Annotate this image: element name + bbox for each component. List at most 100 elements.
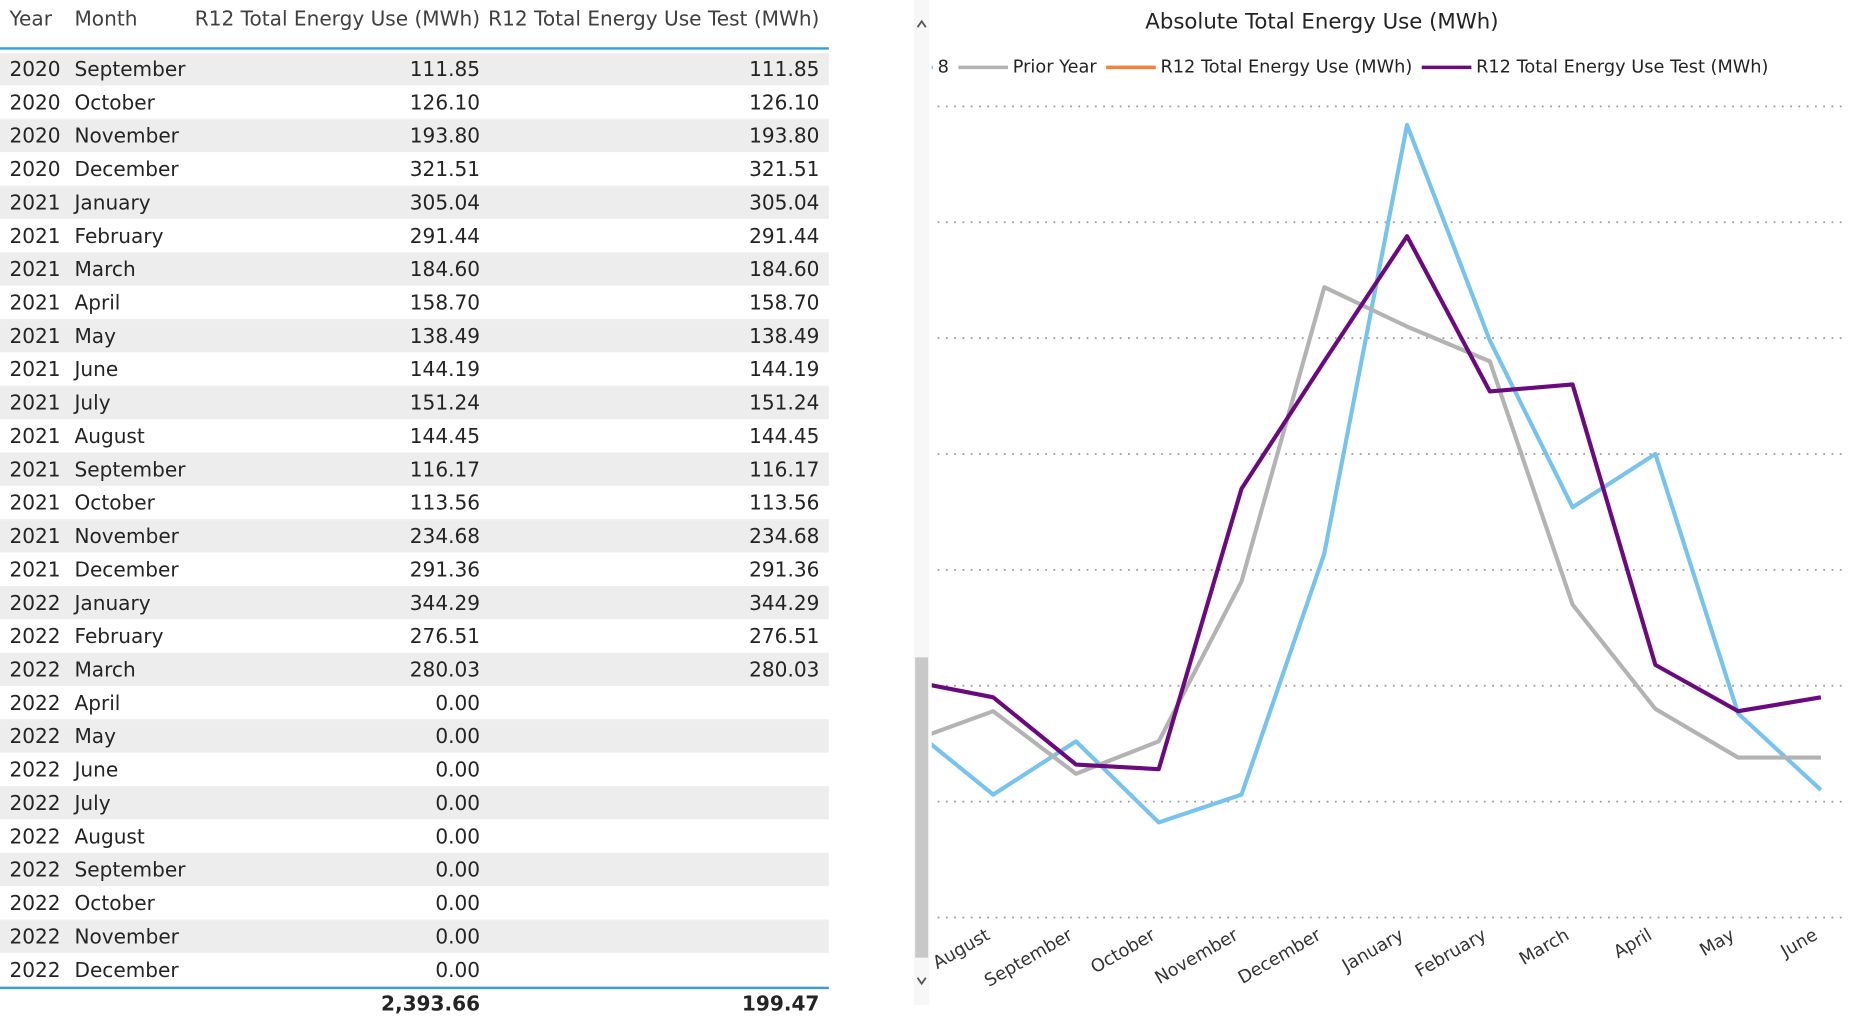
series-line bbox=[931, 234, 1822, 772]
cell: 2021 bbox=[9, 557, 60, 581]
cell: 111.85 bbox=[410, 57, 480, 81]
cell: 138.49 bbox=[749, 324, 819, 348]
cell: 2021 bbox=[9, 257, 60, 281]
cell: 280.03 bbox=[749, 658, 819, 682]
cell: 234.68 bbox=[410, 524, 480, 548]
scroll-up[interactable] bbox=[916, 19, 927, 28]
x-tick-label: January bbox=[1338, 925, 1407, 976]
cell: 113.56 bbox=[410, 491, 480, 515]
cell: 276.51 bbox=[410, 624, 480, 648]
cell: June bbox=[72, 357, 118, 381]
row-band bbox=[0, 787, 829, 820]
cell: October bbox=[74, 491, 155, 515]
row-band bbox=[0, 386, 829, 420]
scroll-down[interactable] bbox=[916, 977, 927, 986]
row-band bbox=[0, 520, 829, 553]
cell: December bbox=[74, 958, 179, 982]
total-cell: 199.47 bbox=[742, 992, 819, 1016]
cell: 280.03 bbox=[410, 658, 480, 682]
cell: 116.17 bbox=[749, 457, 819, 481]
cell: December bbox=[74, 557, 179, 581]
cell: April bbox=[74, 691, 120, 715]
cell: 0.00 bbox=[435, 758, 480, 782]
cell: 2020 bbox=[9, 57, 60, 81]
x-tick-label: August bbox=[930, 925, 994, 973]
row-band bbox=[0, 253, 829, 286]
cell: September bbox=[74, 457, 186, 481]
cell: 2021 bbox=[9, 357, 60, 381]
cell: June bbox=[72, 758, 118, 782]
row-band bbox=[0, 920, 829, 953]
cell: 0.00 bbox=[435, 691, 480, 715]
cell: 151.24 bbox=[410, 391, 480, 415]
x-tick-label: December bbox=[1235, 925, 1325, 989]
row-band bbox=[0, 186, 829, 219]
cell: 116.17 bbox=[410, 457, 480, 481]
cell: May bbox=[74, 324, 116, 348]
cell: August bbox=[74, 824, 144, 848]
cell: August bbox=[74, 424, 144, 448]
column-header: Month bbox=[74, 7, 137, 31]
cell: 193.80 bbox=[749, 124, 819, 148]
legend-label: R12 Total Energy Use (MWh) bbox=[1160, 57, 1412, 77]
cell: 144.45 bbox=[749, 424, 819, 448]
cell: 126.10 bbox=[749, 90, 819, 114]
cell: 276.51 bbox=[749, 624, 819, 648]
cell: 2021 bbox=[9, 324, 60, 348]
legend-label: 8 bbox=[938, 57, 949, 77]
series-line bbox=[931, 285, 1821, 776]
column-header: Year bbox=[8, 7, 52, 31]
cell: 2020 bbox=[9, 90, 60, 114]
cell: 291.36 bbox=[410, 557, 480, 581]
cell: 0.00 bbox=[435, 958, 480, 982]
scroll-thumb[interactable] bbox=[915, 657, 929, 958]
cell: 321.51 bbox=[749, 157, 819, 181]
chart-title: Absolute Total Energy Use (MWh) bbox=[1145, 9, 1498, 34]
cell: 158.70 bbox=[410, 291, 480, 315]
scrollbar[interactable] bbox=[913, 0, 930, 1005]
cell: 234.68 bbox=[749, 524, 819, 548]
cell: 126.10 bbox=[410, 90, 480, 114]
x-tick-label: February bbox=[1412, 925, 1490, 982]
cell: 2022 bbox=[9, 891, 60, 915]
cell: 344.29 bbox=[410, 591, 480, 615]
cell: 144.45 bbox=[410, 424, 480, 448]
cell: September bbox=[74, 858, 186, 882]
cell: 0.00 bbox=[435, 791, 480, 815]
cell: 0.00 bbox=[435, 724, 480, 748]
cell: 321.51 bbox=[410, 157, 480, 181]
cell: 2020 bbox=[9, 124, 60, 148]
cell: April bbox=[74, 291, 120, 315]
cell: September bbox=[74, 57, 186, 81]
cell: 2021 bbox=[9, 524, 60, 548]
x-tick-label: May bbox=[1697, 925, 1739, 961]
cell: 0.00 bbox=[435, 924, 480, 948]
cell: July bbox=[72, 791, 110, 815]
cell: 144.19 bbox=[410, 357, 480, 381]
cell: November bbox=[74, 124, 179, 148]
cell: October bbox=[74, 891, 155, 915]
column-header: R12 Total Energy Use (MWh) bbox=[195, 7, 480, 31]
total-cell: 2,393.66 bbox=[381, 992, 480, 1016]
cell: November bbox=[74, 524, 179, 548]
row-band bbox=[0, 53, 829, 86]
cell: 2021 bbox=[9, 224, 60, 248]
cell: 2021 bbox=[9, 457, 60, 481]
row-band bbox=[0, 453, 829, 486]
cell: 2022 bbox=[9, 724, 60, 748]
row-band bbox=[0, 853, 829, 887]
cell: December bbox=[74, 157, 179, 181]
legend-label: R12 Total Energy Use Test (MWh) bbox=[1476, 57, 1768, 77]
x-tick-label: November bbox=[1152, 925, 1242, 989]
row-band bbox=[0, 653, 829, 686]
row-band bbox=[0, 587, 829, 620]
cell: 344.29 bbox=[749, 591, 819, 615]
cell: 2022 bbox=[9, 758, 60, 782]
cell: March bbox=[74, 658, 135, 682]
cell: 158.70 bbox=[749, 291, 819, 315]
cell: 2022 bbox=[9, 824, 60, 848]
cell: 305.04 bbox=[410, 190, 480, 214]
